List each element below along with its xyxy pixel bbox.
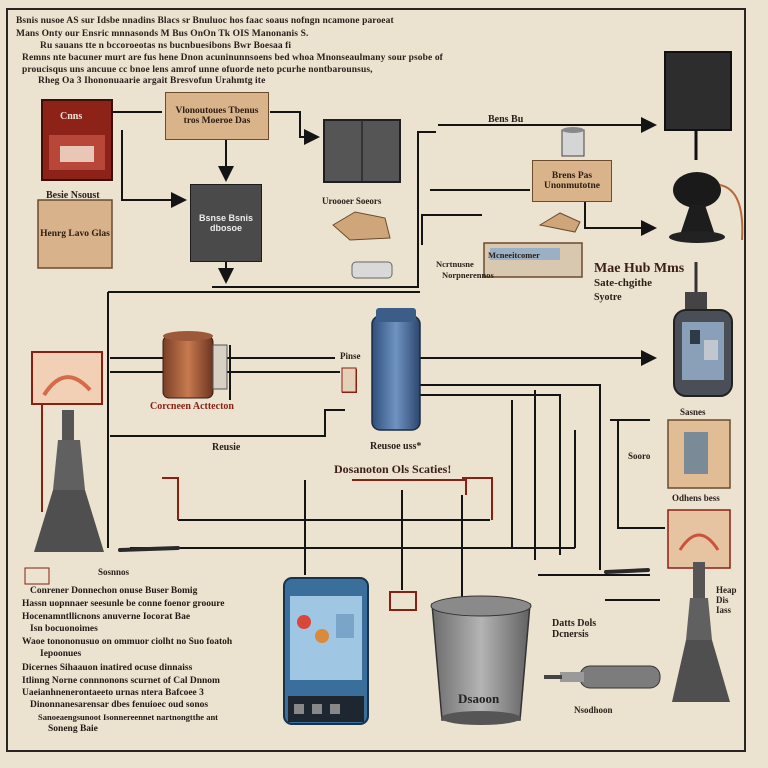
- reuse-right-label: Reusoe uss*: [370, 441, 422, 452]
- discharge-label: Dosanoton Ols Scaties!: [334, 462, 452, 476]
- waste-bin: [430, 595, 532, 725]
- dark-panel-center: Bsnse Bsnis dbosoe: [190, 184, 262, 262]
- funnel-device: [669, 130, 744, 243]
- note-line-4: Isn bocuonoimes: [30, 624, 98, 634]
- side-jar-label: Sooro: [628, 451, 651, 461]
- side-top-label: Sasnes: [680, 407, 706, 417]
- hub-subtitle-2: Syotre: [594, 292, 622, 303]
- note-line-10: Dinonnanesarensar dbes fenuioec oud sono…: [30, 700, 209, 710]
- pitch-label: Pinse: [340, 351, 361, 361]
- diagram-frame: [6, 8, 746, 752]
- hub-title: Mae Hub Mms: [594, 261, 685, 276]
- mid-strip-label: Mcneeitcomer: [488, 250, 540, 260]
- red-device-card: [41, 99, 113, 181]
- top-label-card: Vlonoutoues Tbenus tros Moeroe Das: [165, 92, 269, 140]
- flame-card: [667, 509, 731, 569]
- plug-caption: Nsodhoon: [574, 705, 613, 715]
- component-cylinder: [162, 331, 228, 399]
- note-line-11: Sanoeaengsunoot Isonnereennet nartnongtt…: [38, 712, 219, 722]
- uroooer-label: Uroooer Soeors: [322, 196, 382, 206]
- right-card: Brens Pas Unonmutotne: [532, 160, 612, 202]
- mid-strip-sub: Ncrtnusne: [436, 259, 474, 269]
- note-line-2: Hassn uopnnaer seesunle be conne foenor …: [22, 599, 225, 609]
- lamp-left: [34, 410, 104, 552]
- header-line-5: proucisqus uns ancuue cc bnoe lens amrof…: [22, 65, 373, 75]
- header-line-6: Rheg Oa 3 Ihononuaarie argait Bresvofun …: [38, 76, 266, 86]
- header-line-3: Ru sauans tte n bccoroeotas ns bucnbuesi…: [40, 41, 292, 51]
- small-label-box: [341, 367, 357, 393]
- probe-right: [604, 568, 650, 574]
- header-line-2: Mans Onty our Ensric mnnasonds M Bus OnO…: [16, 29, 309, 39]
- mini-box: [24, 567, 50, 585]
- side-right-label: Heap Dis Iass: [716, 585, 737, 615]
- note-line-12: Soneng Baie: [48, 724, 98, 734]
- blue-filter-cylinder: [371, 308, 421, 431]
- control-jar: [673, 262, 733, 397]
- probe-left: [118, 546, 180, 552]
- note-line-7: Dicernes Sihaauon inatired ocuse dinnais…: [22, 663, 193, 673]
- bag-shapes: [332, 211, 581, 241]
- header-line-1: Bsnis nusoe AS sur Idsbe nnadins Blacs s…: [16, 16, 394, 26]
- red-card-label: Cnns: [60, 111, 83, 122]
- lamp-right: [672, 562, 730, 702]
- pill-module: [351, 261, 393, 279]
- note-line-9: Uaeianhnenerontaeeto urnas ntera Bafcoee…: [22, 688, 204, 698]
- component-caption: Corcneen Acttecton: [150, 401, 234, 412]
- red-card-caption: Besie Nsoust: [46, 190, 100, 201]
- bin-label: Dsaoon: [458, 691, 500, 706]
- monitor-box: [664, 51, 732, 131]
- blue-device: [283, 577, 369, 725]
- tan-card-left-label: Henrg Lavo Glas: [40, 229, 110, 239]
- note-line-1: Conrener Donnechon onuse Buser Bomig: [30, 586, 198, 596]
- bin-caption: Datts Dols Dcnersis: [552, 618, 597, 640]
- plug-device: [544, 665, 661, 689]
- bengs-label: Bens Bu: [488, 114, 524, 125]
- header-line-4: Remns nte bacuner murt are fus hene Dnon…: [22, 53, 443, 63]
- tan-card-left: [37, 199, 113, 269]
- mid-strip-sub2: Norpnerennos: [442, 270, 494, 280]
- side-mid-label: Odhens bess: [672, 493, 720, 503]
- hub-subtitle: Sate-chgithe: [594, 277, 653, 289]
- cup-icon: [561, 127, 585, 157]
- note-line-5: Waoe tonononusuo on ommuor ciolht no Suo…: [22, 637, 233, 647]
- box-label: Sosnnos: [98, 567, 130, 577]
- note-line-3: Hocenamntllicnons anuverne Iocorat Bae: [22, 612, 191, 622]
- note-line-8: Itlinng Norne connnonons scurnet of Cal …: [22, 676, 220, 686]
- reuse-left-label: Reusie: [212, 442, 241, 453]
- note-line-6: Iepoonues: [40, 649, 82, 659]
